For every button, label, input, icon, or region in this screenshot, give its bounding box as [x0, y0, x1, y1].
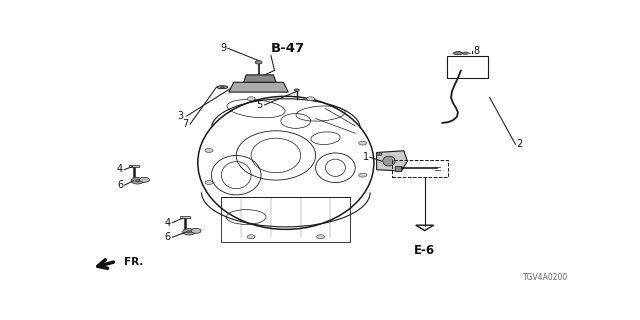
Bar: [395, 166, 401, 171]
Text: 3: 3: [177, 111, 183, 121]
Circle shape: [187, 231, 191, 233]
Circle shape: [307, 97, 315, 101]
Text: 6: 6: [164, 232, 171, 242]
Circle shape: [255, 60, 262, 64]
Circle shape: [359, 173, 367, 177]
Polygon shape: [244, 75, 276, 82]
Bar: [129, 164, 138, 166]
Polygon shape: [229, 82, 288, 92]
Text: 4: 4: [164, 218, 171, 228]
Circle shape: [247, 97, 255, 101]
Circle shape: [247, 235, 255, 239]
Text: 9: 9: [220, 43, 227, 53]
Bar: [180, 216, 190, 218]
Circle shape: [294, 89, 300, 92]
Text: 8: 8: [474, 46, 479, 56]
Text: TGV4A0200: TGV4A0200: [524, 273, 568, 283]
Circle shape: [205, 148, 213, 153]
Ellipse shape: [220, 87, 225, 88]
Text: 4: 4: [117, 164, 123, 174]
Text: 6: 6: [117, 180, 123, 190]
Bar: [447, 56, 488, 78]
Text: E-6: E-6: [414, 244, 435, 257]
Circle shape: [191, 228, 201, 233]
Circle shape: [397, 166, 403, 170]
Ellipse shape: [383, 156, 396, 166]
Circle shape: [140, 177, 150, 182]
Circle shape: [135, 180, 140, 182]
Bar: [392, 160, 448, 177]
Polygon shape: [376, 151, 407, 171]
Text: B-47: B-47: [270, 42, 305, 55]
Circle shape: [205, 180, 213, 185]
Ellipse shape: [462, 52, 468, 54]
Circle shape: [359, 141, 367, 145]
Text: 5: 5: [256, 100, 262, 110]
Circle shape: [376, 153, 382, 156]
Text: 2: 2: [516, 139, 523, 149]
Ellipse shape: [217, 86, 228, 89]
Text: 7: 7: [182, 119, 188, 129]
Circle shape: [182, 228, 196, 235]
Text: FR.: FR.: [124, 257, 143, 267]
Circle shape: [131, 178, 144, 184]
Circle shape: [317, 235, 324, 239]
Ellipse shape: [454, 52, 463, 55]
Text: 1: 1: [362, 152, 369, 162]
